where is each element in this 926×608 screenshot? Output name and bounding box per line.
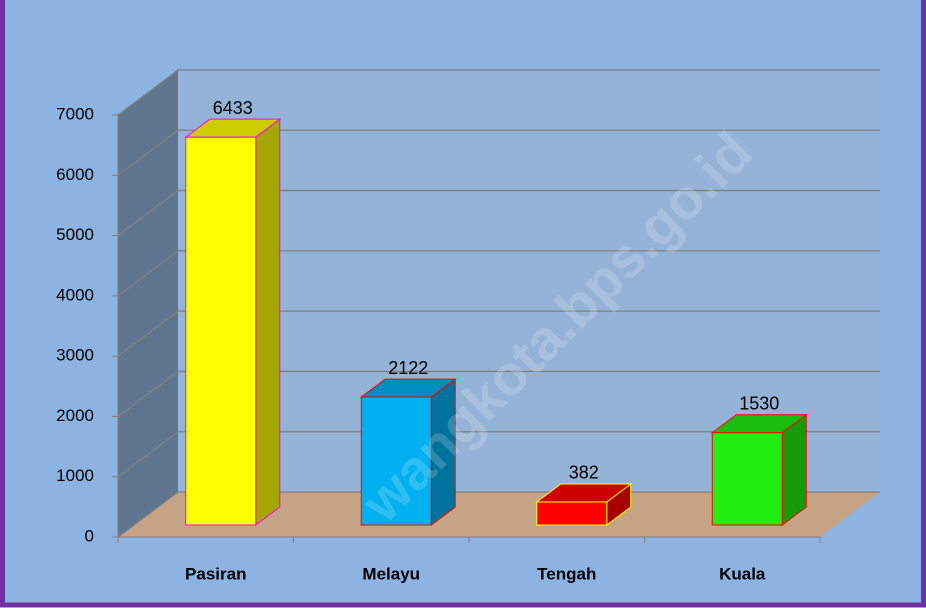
x-tick-label: Kuala [719, 564, 766, 583]
x-tick-label: Pasiran [185, 564, 246, 583]
value-label: 382 [569, 463, 599, 483]
y-tick-label: 7000 [56, 104, 94, 123]
bar-front [185, 136, 257, 526]
floor [118, 492, 880, 537]
grid-line [117, 491, 880, 538]
bar [184, 118, 282, 526]
grid-line [117, 69, 880, 116]
y-tick-label: 3000 [56, 346, 94, 365]
bar [535, 482, 633, 526]
bar [710, 413, 808, 526]
bar-front [711, 432, 783, 526]
y-tick-label: 2000 [56, 406, 94, 425]
bar-side [781, 413, 807, 526]
grid-line [117, 431, 880, 478]
y-tick-label: 1000 [56, 466, 94, 485]
grid-line [117, 129, 880, 176]
bar-front [536, 501, 608, 526]
grid-line [117, 189, 880, 237]
y-tick-label: 5000 [56, 225, 94, 244]
y-tick-label: 4000 [56, 285, 94, 304]
x-tick-label: Melayu [362, 564, 420, 583]
y-tick-label: 6000 [56, 165, 94, 184]
grid-line [117, 250, 880, 297]
y-tick-label: 0 [85, 526, 94, 545]
bar-front [360, 396, 432, 526]
value-label: 6433 [213, 98, 253, 118]
grid-line [117, 370, 880, 417]
back-wall [178, 70, 880, 492]
bar-side [255, 118, 281, 526]
value-label: 1530 [739, 394, 779, 414]
bar [359, 378, 457, 526]
value-label: 2122 [388, 358, 428, 378]
grid-line [117, 310, 880, 357]
side-wall [118, 70, 178, 537]
x-tick-label: Tengah [537, 564, 596, 583]
